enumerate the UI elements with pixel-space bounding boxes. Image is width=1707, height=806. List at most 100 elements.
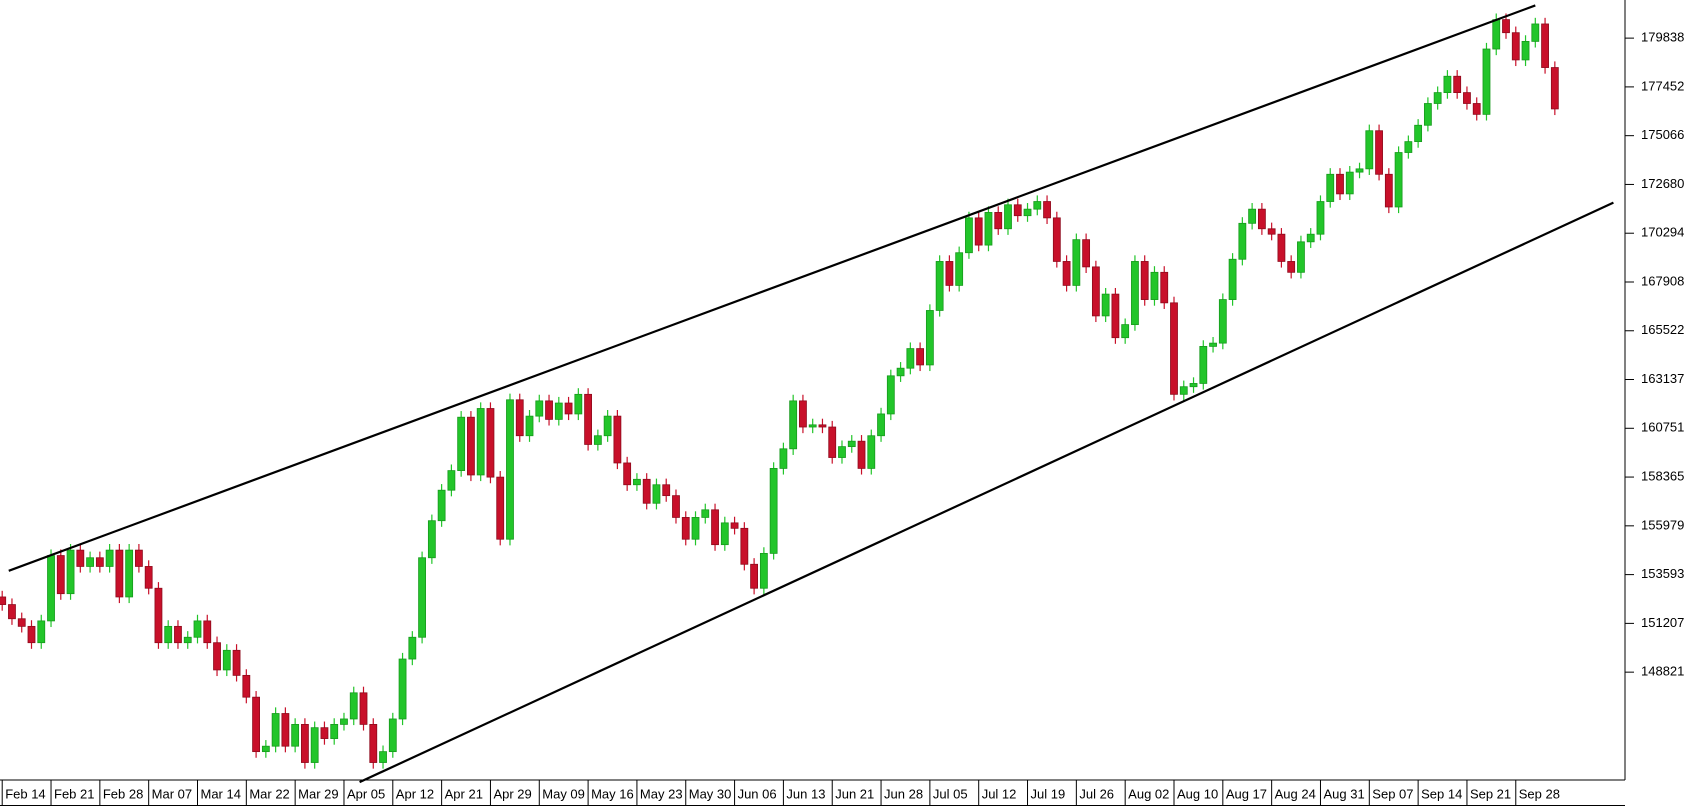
- candle-body: [408, 636, 417, 660]
- candle-body: [1277, 233, 1286, 262]
- candle-body: [1345, 171, 1354, 195]
- y-tick-label: 155979: [1641, 517, 1684, 532]
- candle-body: [1170, 302, 1178, 395]
- candle-body: [418, 557, 426, 638]
- candle-body: [1004, 204, 1012, 230]
- candle-body: [681, 517, 690, 540]
- candle-body: [271, 713, 280, 747]
- candle-body: [633, 478, 641, 486]
- candle-body: [662, 484, 671, 497]
- candle-body: [1121, 324, 1130, 339]
- candle-body: [691, 517, 700, 540]
- y-tick-label: 172680: [1641, 176, 1684, 191]
- x-tick-label: Sep 21: [1470, 786, 1511, 801]
- candle-body: [486, 408, 495, 478]
- candle-body: [56, 555, 65, 595]
- candle-body: [398, 658, 407, 720]
- x-tick-label: Jun 28: [884, 786, 923, 801]
- y-tick-label: 160751: [1641, 420, 1684, 435]
- candle-body: [515, 399, 524, 437]
- y-tick-label: 148821: [1641, 664, 1684, 679]
- candle-body: [584, 393, 592, 445]
- candle-body: [496, 476, 505, 540]
- x-tick-label: Jul 26: [1079, 786, 1114, 801]
- candle-body: [916, 348, 925, 366]
- candle-body: [242, 674, 251, 698]
- candle-body: [652, 484, 661, 504]
- candle-body: [1443, 75, 1452, 93]
- candle-body: [886, 375, 895, 415]
- candle-body: [1140, 261, 1149, 300]
- candle-body: [1218, 299, 1227, 344]
- candle-body: [711, 509, 719, 546]
- candle-body: [965, 217, 973, 254]
- x-tick-label: Jul 12: [982, 786, 1017, 801]
- candle-body: [1228, 258, 1237, 300]
- candle-body: [603, 415, 612, 437]
- candle-body: [76, 549, 85, 567]
- x-tick-label: Sep 07: [1372, 786, 1413, 801]
- candle-body: [144, 566, 153, 589]
- candle-body: [808, 424, 817, 428]
- x-tick-label: Mar 29: [298, 786, 338, 801]
- candle-body: [769, 468, 778, 554]
- candle-body: [1453, 75, 1462, 93]
- candle-body: [1394, 152, 1403, 208]
- candle-body: [1521, 40, 1530, 61]
- y-tick-label: 165522: [1641, 322, 1684, 337]
- candle-body: [1502, 19, 1510, 34]
- candle-body: [467, 416, 475, 476]
- y-tick-label: 177452: [1641, 78, 1684, 93]
- candle-body: [896, 367, 905, 377]
- x-tick-label: Sep 14: [1421, 786, 1462, 801]
- candle-body: [1179, 386, 1188, 395]
- candle-body: [349, 692, 358, 720]
- candle-body: [574, 393, 583, 415]
- x-tick-label: Aug 24: [1275, 786, 1316, 801]
- candle-body: [1404, 141, 1413, 153]
- candle-body: [955, 252, 964, 286]
- x-tick-label: Feb 28: [103, 786, 143, 801]
- x-tick-label: Apr 29: [493, 786, 531, 801]
- candle-body: [1287, 261, 1296, 273]
- candle-body: [984, 212, 993, 246]
- candle-body: [867, 435, 876, 469]
- candle-body: [1550, 67, 1559, 110]
- x-tick-label: Sep 28: [1519, 786, 1560, 801]
- candle-body: [877, 413, 885, 437]
- candle-body: [1257, 208, 1266, 230]
- candle-body: [1131, 261, 1139, 326]
- candle-body: [261, 745, 270, 753]
- candle-body: [1316, 201, 1325, 235]
- candle-body: [750, 563, 759, 589]
- candle-body: [593, 435, 602, 445]
- x-tick-label: Aug 10: [1177, 786, 1218, 801]
- candle-body: [1306, 233, 1315, 243]
- candle-body: [1238, 222, 1247, 260]
- candle-body: [847, 440, 856, 448]
- candle-body: [1463, 92, 1471, 104]
- candle-body: [564, 402, 573, 415]
- candle-body: [672, 495, 680, 518]
- candle-body: [330, 723, 339, 739]
- candle-body: [642, 478, 651, 504]
- x-tick-label: Feb 14: [5, 786, 45, 801]
- candle-body: [1160, 271, 1169, 304]
- x-tick-label: Apr 12: [396, 786, 434, 801]
- candle-body: [105, 549, 114, 567]
- candle-body: [164, 625, 173, 644]
- candle-body: [838, 446, 846, 458]
- candle-body: [623, 462, 632, 486]
- candle-body: [1472, 103, 1481, 115]
- candle-body: [1531, 23, 1540, 42]
- y-tick-label: 163137: [1641, 371, 1684, 386]
- y-tick-label: 158365: [1641, 468, 1684, 483]
- candle-body: [369, 723, 378, 763]
- candle-body: [925, 310, 934, 366]
- trend-line: [359, 201, 1614, 784]
- x-tick-label: Aug 17: [1226, 786, 1267, 801]
- candle-body: [1375, 130, 1383, 175]
- candle-body: [1052, 217, 1061, 262]
- candle-body: [281, 713, 290, 747]
